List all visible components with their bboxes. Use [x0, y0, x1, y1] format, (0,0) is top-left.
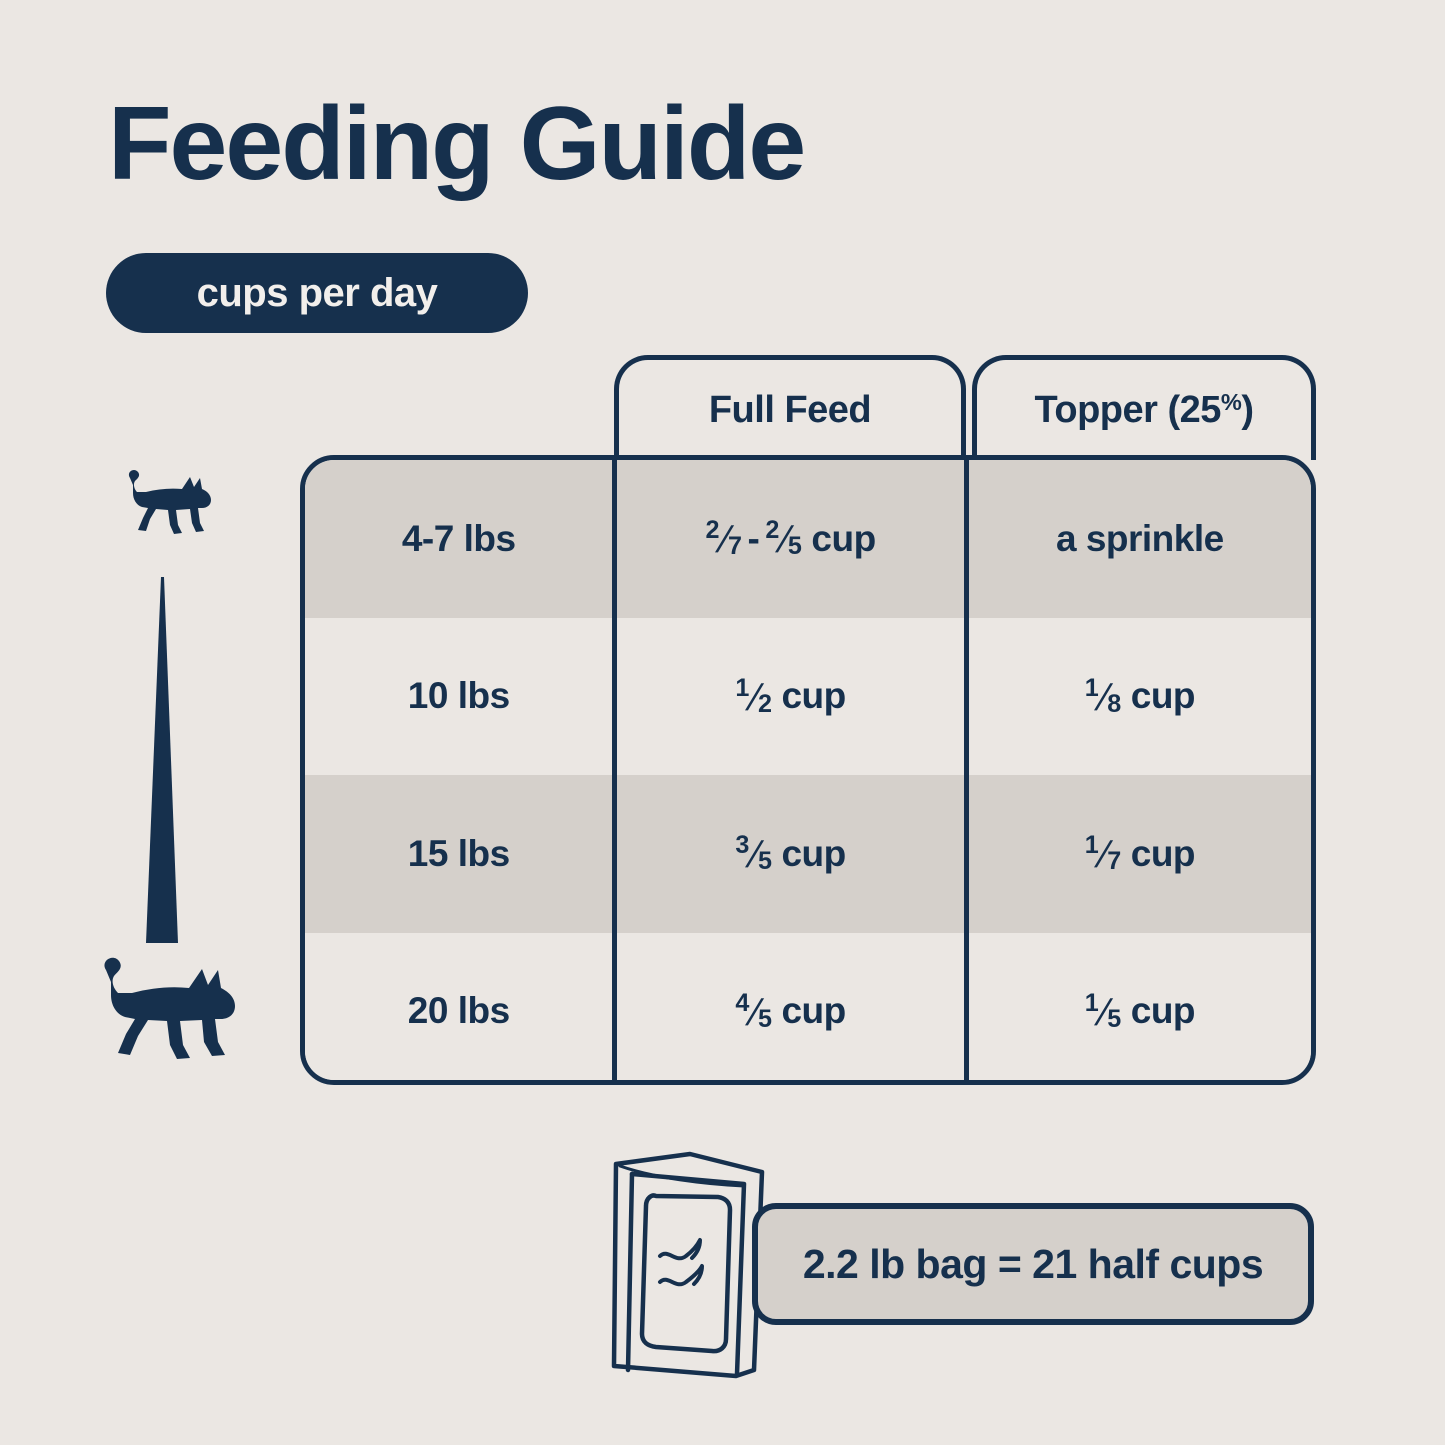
page-title: Feeding Guide: [108, 86, 806, 202]
unit-label: cup: [781, 990, 846, 1032]
unit-label: cup: [1130, 675, 1196, 717]
fraction-value: 1/7: [1084, 831, 1122, 876]
unit-label: cup: [811, 517, 876, 559]
range-separator: -: [747, 517, 760, 559]
cell-weight: 15 lbs: [407, 832, 510, 874]
fraction-value: 2/7: [705, 516, 742, 561]
bag-equivalence-banner: 2.2 lb bag = 21 half cups: [752, 1203, 1314, 1325]
feeding-table: Full Feed Topper (25%) 4-7 lbs 2/7 - 2/5…: [300, 355, 1316, 1085]
table-row: 4-7 lbs 2/7 - 2/5 cup a sprinkle: [305, 460, 1311, 618]
fraction-value: 4/5: [735, 988, 772, 1033]
cell-full-feed: 1/2 cup: [612, 617, 963, 775]
fraction-value: 3/5: [735, 831, 772, 876]
cell-topper: 1/8 cup: [963, 617, 1311, 775]
cell-full-feed: 3/5 cup: [612, 775, 963, 933]
cat-walking-icon: [104, 957, 235, 1059]
unit-label: cup: [781, 675, 846, 717]
column-header-full-feed-label: Full Feed: [708, 388, 872, 431]
fraction-value: 1/8: [1084, 673, 1122, 718]
fraction-value: 1/5: [1084, 988, 1122, 1033]
column-header-full-feed: Full Feed: [614, 355, 966, 460]
cell-full-feed: 4/5 cup: [612, 932, 963, 1080]
column-header-topper: Topper (25%): [972, 355, 1316, 460]
unit-label: cup: [1130, 990, 1196, 1032]
table-row: 20 lbs 4/5 cup 1/5 cup: [305, 932, 1311, 1080]
unit-label: cup: [1130, 832, 1196, 874]
cell-weight: 10 lbs: [407, 675, 510, 717]
size-scale-column: [70, 455, 280, 1095]
table-row: 10 lbs 1/2 cup 1/8 cup: [305, 617, 1311, 775]
cell-weight: 4-7 lbs: [401, 517, 516, 559]
cat-walking-icon: [128, 469, 211, 534]
cell-weight: 20 lbs: [407, 990, 510, 1032]
pet-food-bag-icon: [611, 1151, 765, 1379]
cell-topper: 1/7 cup: [963, 775, 1311, 933]
cell-topper: 1/5 cup: [963, 932, 1311, 1080]
unit-label: cup: [781, 832, 846, 874]
table-body: 4-7 lbs 2/7 - 2/5 cup a sprinkle 10 lbs …: [300, 455, 1316, 1085]
cell-topper: a sprinkle: [963, 460, 1311, 618]
size-scale-wedge-icon: [146, 577, 178, 943]
table-header-row: Full Feed Topper (25%): [300, 355, 1316, 460]
bag-equivalence-label: 2.2 lb bag = 21 half cups: [802, 1240, 1264, 1287]
column-header-topper-label: Topper (25%): [1034, 388, 1254, 431]
fraction-value: 1/2: [735, 673, 772, 718]
subtitle-pill: cups per day: [106, 253, 528, 333]
table-row: 15 lbs 3/5 cup 1/7 cup: [305, 775, 1311, 933]
fraction-value: 2/5: [765, 516, 802, 561]
cell-full-feed: 2/7 - 2/5 cup: [612, 460, 963, 618]
subtitle-pill-label: cups per day: [196, 270, 438, 315]
bag-equivalence-section: 2.2 lb bag = 21 half cups: [594, 1148, 1324, 1383]
